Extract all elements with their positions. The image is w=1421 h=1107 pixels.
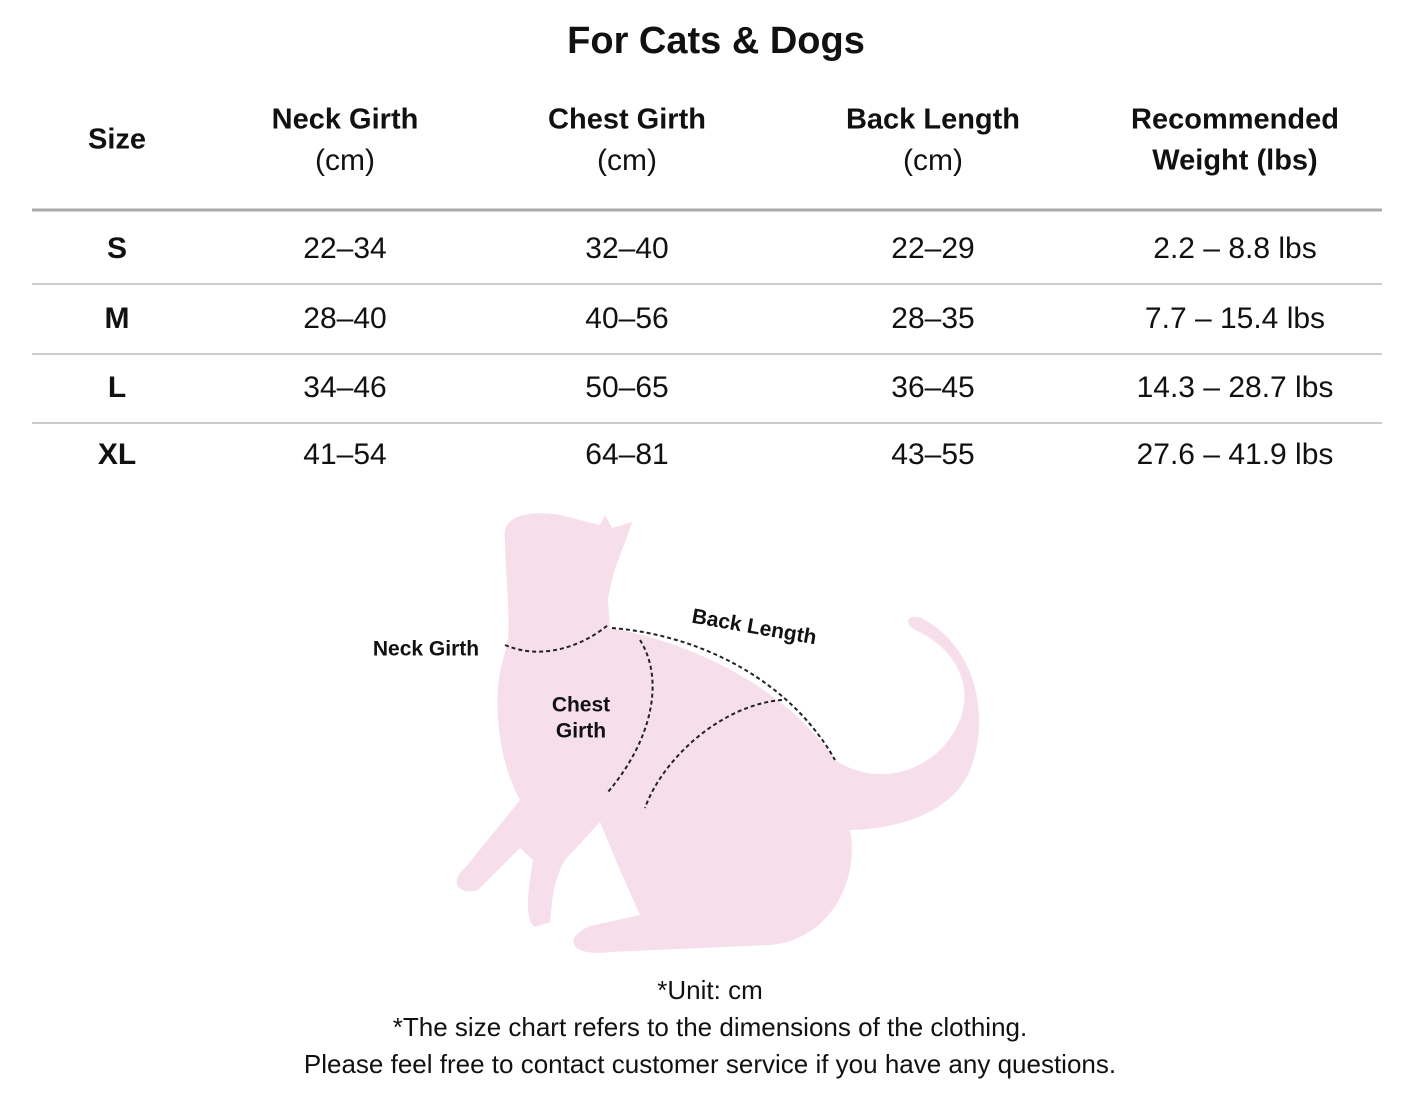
table-cell: 32–40 <box>585 232 668 265</box>
table-cell: 41–54 <box>303 438 386 471</box>
note: Please feel free to contact customer ser… <box>304 1049 1116 1079</box>
note: *Unit: cm <box>657 975 762 1005</box>
size-cell: XL <box>98 438 136 471</box>
column-header: Recommended <box>1131 104 1339 136</box>
table-cell: 22–34 <box>303 232 386 265</box>
column-header: Chest Girth <box>548 104 706 136</box>
size-cell: S <box>107 232 127 265</box>
column-header: Size <box>88 124 146 156</box>
size-cell: M <box>105 302 130 335</box>
back-label: Back Length <box>690 605 818 650</box>
chest-girth-line <box>644 699 783 809</box>
table-cell: 2.2 – 8.8 lbs <box>1153 232 1316 265</box>
table-cell: 28–40 <box>303 302 386 335</box>
table-cell: 36–45 <box>891 371 974 404</box>
table-cell: 40–56 <box>585 302 668 335</box>
table-cell: 14.3 – 28.7 lbs <box>1137 371 1334 404</box>
neck-girth-line <box>504 624 609 653</box>
table-cell: 28–35 <box>891 302 974 335</box>
cat-silhouette <box>456 513 980 953</box>
column-header: Back Length <box>846 104 1020 136</box>
chest-girth-line <box>607 639 654 793</box>
size-cell: L <box>108 371 126 404</box>
neck-label: Neck Girth <box>373 638 479 661</box>
table-cell: 50–65 <box>585 371 668 404</box>
column-header: (cm) <box>315 144 375 177</box>
title: For Cats & Dogs <box>567 20 865 62</box>
chest-label: Chest <box>552 694 610 717</box>
table-cell: 43–55 <box>891 438 974 471</box>
column-header: Weight (lbs) <box>1152 145 1317 177</box>
back-length-line <box>611 627 836 761</box>
column-header: Neck Girth <box>272 104 419 136</box>
chest-label: Girth <box>556 720 606 743</box>
table-cell: 34–46 <box>303 371 386 404</box>
table-cell: 7.7 – 15.4 lbs <box>1145 302 1325 335</box>
note: *The size chart refers to the dimensions… <box>393 1012 1027 1042</box>
table-cell: 22–29 <box>891 232 974 265</box>
table-cell: 64–81 <box>585 438 668 471</box>
table-cell: 27.6 – 41.9 lbs <box>1137 438 1334 471</box>
column-header: (cm) <box>903 144 963 177</box>
column-header: (cm) <box>597 144 657 177</box>
